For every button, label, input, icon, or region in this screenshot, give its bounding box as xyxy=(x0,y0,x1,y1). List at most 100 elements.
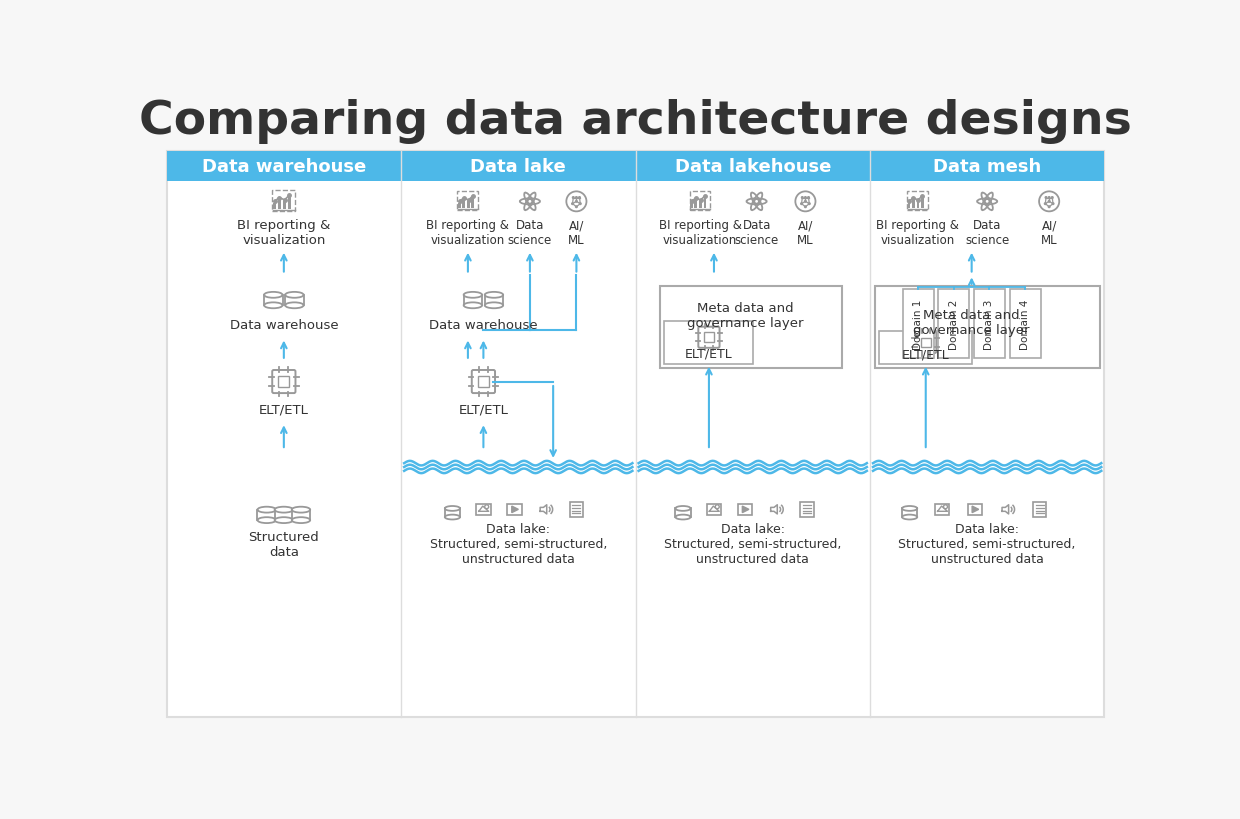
Bar xyxy=(908,203,910,209)
Polygon shape xyxy=(771,505,777,514)
Text: Data
science: Data science xyxy=(965,219,1009,247)
Text: BI reporting &
visualization: BI reporting & visualization xyxy=(237,219,331,247)
FancyBboxPatch shape xyxy=(800,503,813,517)
Text: Domain 1: Domain 1 xyxy=(913,299,924,350)
Text: Data lake:
Structured, semi-structured,
unstructured data: Data lake: Structured, semi-structured, … xyxy=(899,523,1076,566)
Ellipse shape xyxy=(258,518,277,523)
Circle shape xyxy=(804,201,807,204)
Circle shape xyxy=(807,197,810,200)
Bar xyxy=(464,296,482,306)
FancyBboxPatch shape xyxy=(879,332,972,364)
FancyBboxPatch shape xyxy=(471,370,495,394)
Ellipse shape xyxy=(485,292,503,298)
Bar xyxy=(445,509,460,518)
Ellipse shape xyxy=(291,507,310,513)
Ellipse shape xyxy=(264,292,283,298)
Bar xyxy=(458,203,461,209)
Bar xyxy=(288,197,291,210)
Circle shape xyxy=(579,203,582,206)
FancyBboxPatch shape xyxy=(870,152,1105,181)
Bar xyxy=(273,204,277,210)
Circle shape xyxy=(807,203,811,206)
FancyBboxPatch shape xyxy=(874,287,1100,369)
Circle shape xyxy=(944,505,947,509)
Text: AI/
ML: AI/ ML xyxy=(797,219,813,247)
Circle shape xyxy=(575,197,578,200)
Bar xyxy=(283,202,286,210)
Polygon shape xyxy=(541,505,547,514)
Bar xyxy=(278,199,280,210)
FancyBboxPatch shape xyxy=(507,505,522,515)
Bar xyxy=(694,199,697,209)
Ellipse shape xyxy=(291,518,310,523)
Bar xyxy=(279,377,289,387)
Ellipse shape xyxy=(676,515,691,520)
Bar xyxy=(703,197,707,209)
FancyBboxPatch shape xyxy=(1009,290,1040,359)
Text: ELT/ETL: ELT/ETL xyxy=(684,347,733,360)
Text: AI/
ML: AI/ ML xyxy=(1040,219,1058,247)
Circle shape xyxy=(1044,203,1047,206)
Ellipse shape xyxy=(464,303,482,309)
Circle shape xyxy=(575,206,578,209)
Circle shape xyxy=(1048,197,1050,200)
FancyBboxPatch shape xyxy=(166,152,401,181)
Bar xyxy=(704,333,714,342)
Bar xyxy=(467,202,470,209)
FancyBboxPatch shape xyxy=(939,290,970,359)
Ellipse shape xyxy=(445,515,460,520)
Bar xyxy=(264,296,283,306)
Circle shape xyxy=(985,200,990,205)
Circle shape xyxy=(1044,197,1048,200)
Text: Structured
data: Structured data xyxy=(248,531,319,559)
Circle shape xyxy=(1039,192,1059,212)
Ellipse shape xyxy=(264,303,283,309)
FancyBboxPatch shape xyxy=(903,290,934,359)
Ellipse shape xyxy=(285,292,304,298)
Text: Data warehouse: Data warehouse xyxy=(202,158,366,176)
Circle shape xyxy=(804,206,807,209)
Bar xyxy=(916,202,920,209)
Text: Meta data and
governance layer: Meta data and governance layer xyxy=(687,302,804,330)
Text: Data lake:
Structured, semi-structured,
unstructured data: Data lake: Structured, semi-structured, … xyxy=(665,523,842,566)
Text: BI reporting &
visualization: BI reporting & visualization xyxy=(658,219,742,247)
Circle shape xyxy=(715,505,719,509)
Polygon shape xyxy=(972,506,978,513)
Text: Domain 2: Domain 2 xyxy=(949,299,959,350)
Circle shape xyxy=(570,203,574,206)
Text: Data mesh: Data mesh xyxy=(932,158,1042,176)
Bar xyxy=(689,192,711,210)
Circle shape xyxy=(485,505,489,509)
Bar xyxy=(458,192,479,210)
Circle shape xyxy=(800,203,804,206)
Circle shape xyxy=(804,197,807,200)
FancyBboxPatch shape xyxy=(476,505,491,515)
Text: Data lakehouse: Data lakehouse xyxy=(675,158,831,176)
Text: AI/
ML: AI/ ML xyxy=(568,219,585,247)
Text: ELT/ETL: ELT/ETL xyxy=(901,348,950,361)
FancyBboxPatch shape xyxy=(570,503,583,517)
Circle shape xyxy=(1052,203,1054,206)
Circle shape xyxy=(795,192,816,212)
FancyBboxPatch shape xyxy=(738,505,753,515)
Bar xyxy=(471,197,474,209)
Bar xyxy=(921,338,930,348)
Bar xyxy=(285,296,304,306)
Circle shape xyxy=(567,192,587,212)
Text: ELT/ETL: ELT/ETL xyxy=(259,403,309,416)
Text: Comparing data architecture designs: Comparing data architecture designs xyxy=(139,99,1132,144)
Ellipse shape xyxy=(901,515,918,520)
Text: Meta data and
governance layer: Meta data and governance layer xyxy=(914,309,1030,337)
FancyBboxPatch shape xyxy=(707,505,722,515)
FancyBboxPatch shape xyxy=(698,328,719,348)
Polygon shape xyxy=(512,506,518,513)
Ellipse shape xyxy=(285,303,304,309)
FancyBboxPatch shape xyxy=(665,322,754,364)
Text: ELT/ETL: ELT/ETL xyxy=(459,403,508,416)
Circle shape xyxy=(1048,201,1050,204)
Text: BI reporting &
visualization: BI reporting & visualization xyxy=(427,219,510,247)
Bar xyxy=(477,377,489,387)
Circle shape xyxy=(1048,206,1050,209)
FancyBboxPatch shape xyxy=(166,152,1105,717)
Ellipse shape xyxy=(485,303,503,309)
